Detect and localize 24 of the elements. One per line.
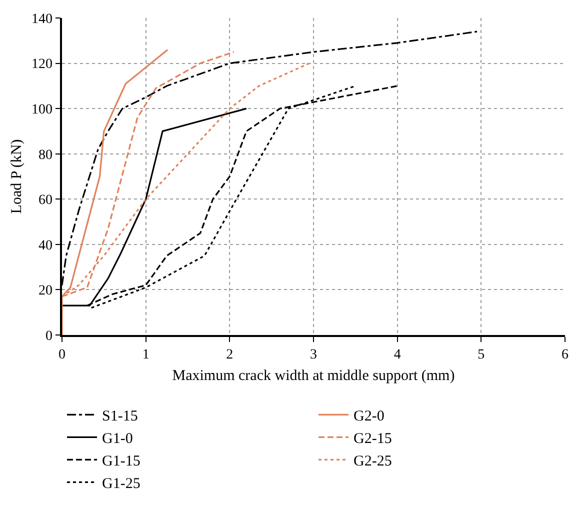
x-tick-label: 3 — [310, 348, 317, 363]
x-tick-label: 0 — [58, 348, 66, 363]
x-tick-label: 2 — [226, 348, 234, 363]
y-axis-title: Load P (kN) — [9, 139, 26, 214]
y-tick-label: 120 — [31, 57, 52, 72]
legend-label: G1-25 — [102, 476, 140, 492]
y-tick-label: 60 — [38, 193, 52, 208]
legend-label: G2-15 — [354, 431, 392, 447]
y-tick-label: 0 — [45, 328, 52, 344]
x-tick-label: 5 — [478, 348, 485, 363]
x-tick-label: 6 — [562, 348, 568, 363]
legend-label: G1-15 — [102, 454, 140, 470]
legend-label: G1-0 — [102, 431, 133, 447]
y-tick-label: 40 — [38, 238, 52, 254]
legend-label: G2-0 — [354, 408, 384, 424]
x-tick-label: 1 — [142, 348, 150, 363]
x-axis-title: Maximum crack width at middle support (mm) — [172, 368, 455, 384]
legend-label: S1-15 — [102, 408, 138, 424]
y-tick-label: 140 — [31, 12, 52, 27]
y-tick-label: 20 — [38, 284, 52, 299]
legend-label: G2-25 — [354, 454, 392, 470]
x-tick-label: 4 — [394, 348, 401, 363]
y-tick-label: 80 — [38, 148, 52, 163]
y-tick-label: 100 — [31, 102, 52, 118]
